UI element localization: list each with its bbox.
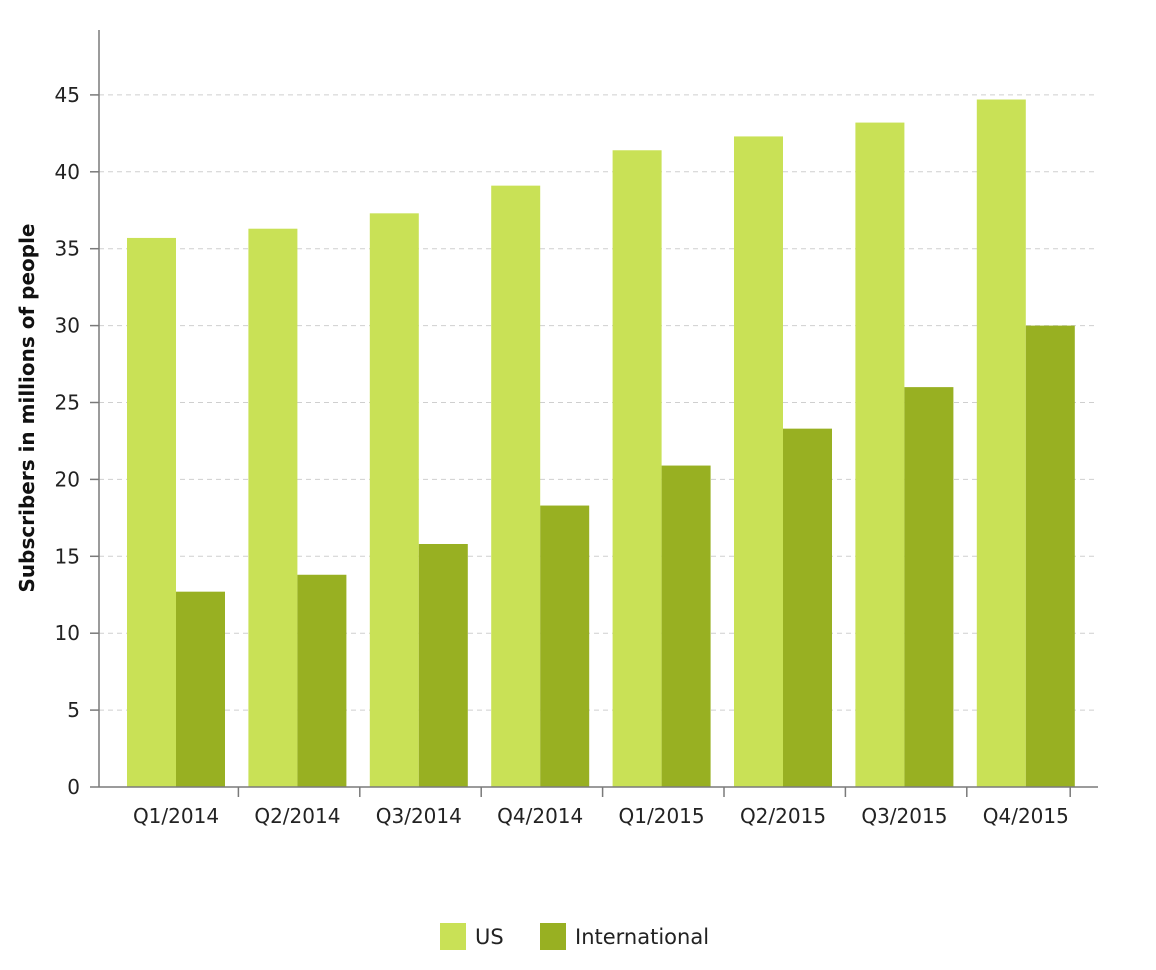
y-tick-label: 5 (67, 698, 80, 722)
y-tick-label: 45 (55, 83, 80, 107)
x-tick-label: Q4/2015 (983, 804, 1069, 828)
bar-international-q2-2015 (783, 428, 832, 787)
y-tick-label: 0 (67, 775, 80, 799)
y-axis-title: Subscribers in millions of people (15, 224, 39, 593)
legend: US International (440, 923, 709, 950)
x-ticks: Q1/2014 Q2/2014 Q3/2014 Q4/2014 Q1/2015 Q2/20… (133, 787, 1071, 828)
y-tick-label: 15 (55, 544, 80, 568)
x-tick-label: Q2/2014 (254, 804, 340, 828)
bar-us-q1-2015 (612, 150, 662, 787)
bars (127, 99, 1075, 788)
bar-us-q2-2014 (248, 228, 298, 787)
bar-us-q3-2015 (855, 122, 905, 788)
legend-swatch-us (440, 923, 466, 950)
bar-international-q1-2014 (176, 591, 225, 787)
y-tick-label: 30 (55, 314, 80, 338)
y-tick-label: 10 (55, 621, 80, 645)
x-tick-label: Q1/2014 (133, 804, 219, 828)
y-tick-label: 40 (55, 160, 80, 184)
y-tick-label: 20 (55, 467, 80, 491)
axes (98, 30, 1098, 788)
x-tick-label: Q3/2014 (376, 804, 462, 828)
y-tick-label: 35 (55, 237, 80, 261)
y-tick-label: 25 (55, 391, 80, 415)
x-tick-label: Q4/2014 (497, 804, 583, 828)
x-tick-label: Q3/2015 (861, 804, 947, 828)
x-tick-label: Q1/2015 (619, 804, 705, 828)
bar-us-q4-2015 (976, 99, 1026, 788)
legend-swatch-international (540, 923, 566, 950)
bar-international-q4-2014 (540, 505, 590, 787)
y-ticks: 0 5 10 15 20 25 30 35 40 45 (55, 83, 99, 799)
bar-us-q3-2014 (369, 213, 419, 788)
bar-us-q2-2015 (734, 136, 783, 787)
bar-international-q1-2015 (661, 465, 711, 787)
bar-international-q3-2014 (418, 543, 468, 787)
legend-label-us: US (475, 925, 504, 949)
bar-international-q4-2015 (1025, 325, 1075, 787)
legend-label-international: International (575, 925, 709, 949)
bar-international-q3-2015 (904, 387, 954, 787)
bar-us-q1-2014 (127, 237, 176, 787)
bar-us-q4-2014 (491, 185, 541, 788)
bar-international-q2-2014 (297, 574, 347, 787)
x-tick-label: Q2/2015 (740, 804, 826, 828)
